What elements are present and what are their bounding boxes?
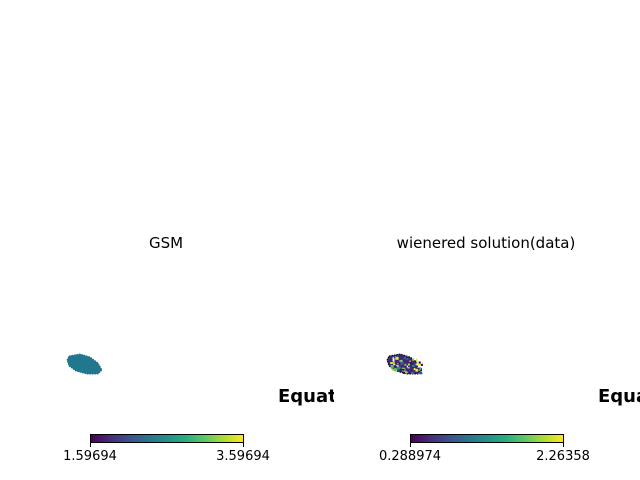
sky-pixel [405,363,408,366]
sky-pixel [419,367,422,370]
gsm-sky-patch [66,353,103,375]
sky-pixel [396,366,401,370]
wienered-colorbar-min-label: 0.288974 [378,449,442,464]
sky-patch-fill [66,353,103,375]
gsm-map [66,353,103,375]
sky-pixel [412,365,415,368]
sky-pixel [416,358,418,362]
wienered-colorbar-max-tick [563,443,564,447]
sky-pixel [417,365,421,368]
sky-pixel [419,363,423,366]
sky-pixel [411,372,414,374]
sky-pixel [409,360,412,362]
sky-pixel [403,357,407,360]
wienered-coordinate-label: Equa [598,386,640,407]
sky-pixel [401,368,405,371]
sky-pixel [408,363,410,366]
sky-pixel [401,370,404,372]
sky-pixel [390,362,393,364]
sky-pixel [405,357,409,360]
gsm-title: GSM [148,234,184,252]
gsm-panel: GSM Equat 1.59694 3.59694 [63,234,334,464]
sky-pixel [403,372,405,374]
sky-pixel [392,361,395,364]
gsm-colorbar-max-tick [243,443,244,447]
sky-pixel [392,357,394,359]
sky-pixel [394,368,397,372]
sky-pixel [393,362,395,365]
sky-pixel [404,365,406,367]
sky-pixel [412,358,414,361]
sky-pixel [392,358,395,362]
sky-pixel [413,368,416,371]
sky-pixel [399,366,401,369]
sky-pixel [419,371,423,375]
sky-pixel [404,363,406,366]
sky-pixel [410,360,412,364]
gsm-colorbar [90,434,244,443]
sky-pixel [407,367,410,369]
wienered-map [386,353,423,375]
wienered-colorbar-max-label: 2.26358 [536,449,590,464]
wienered-title: wienered solution(data) [396,234,576,252]
sky-pixel [398,361,400,365]
sky-pixel [405,371,408,374]
sky-pixel [394,356,398,358]
sky-pixel [398,369,402,371]
sky-pixel [412,367,415,369]
gsm-colorbar-min-tick [90,443,91,447]
sky-pixel [406,365,408,368]
sky-pixel [417,363,421,366]
sky-pixel [395,356,399,360]
sky-pixel [418,361,421,364]
sky-pixel [415,368,418,372]
sky-pixel [396,365,398,366]
gsm-coordinate-label: Equat [278,386,334,407]
sky-pixel [397,365,399,367]
wienered-panel: wienered solution(data) Equa 0.288974 2.… [320,0,640,480]
sky-pixel [397,368,399,372]
sky-pixel [400,361,404,365]
gsm-colorbar-max-label: 3.59694 [216,449,270,464]
wienered-colorbar-min-tick [410,443,411,447]
sky-pixel [391,368,394,371]
sky-pixel [416,365,418,367]
sky-pixel [418,369,421,371]
sky-pixel [390,365,394,368]
wienered-sky-patch [386,353,423,375]
gsm-colorbar-min-label: 1.59694 [63,449,117,464]
sky-pixel [406,356,409,359]
sky-pixel [416,361,419,364]
sky-pixel [415,363,418,366]
sky-pixel [399,360,402,363]
wienered-colorbar [410,434,564,443]
sky-pixel [401,367,405,370]
